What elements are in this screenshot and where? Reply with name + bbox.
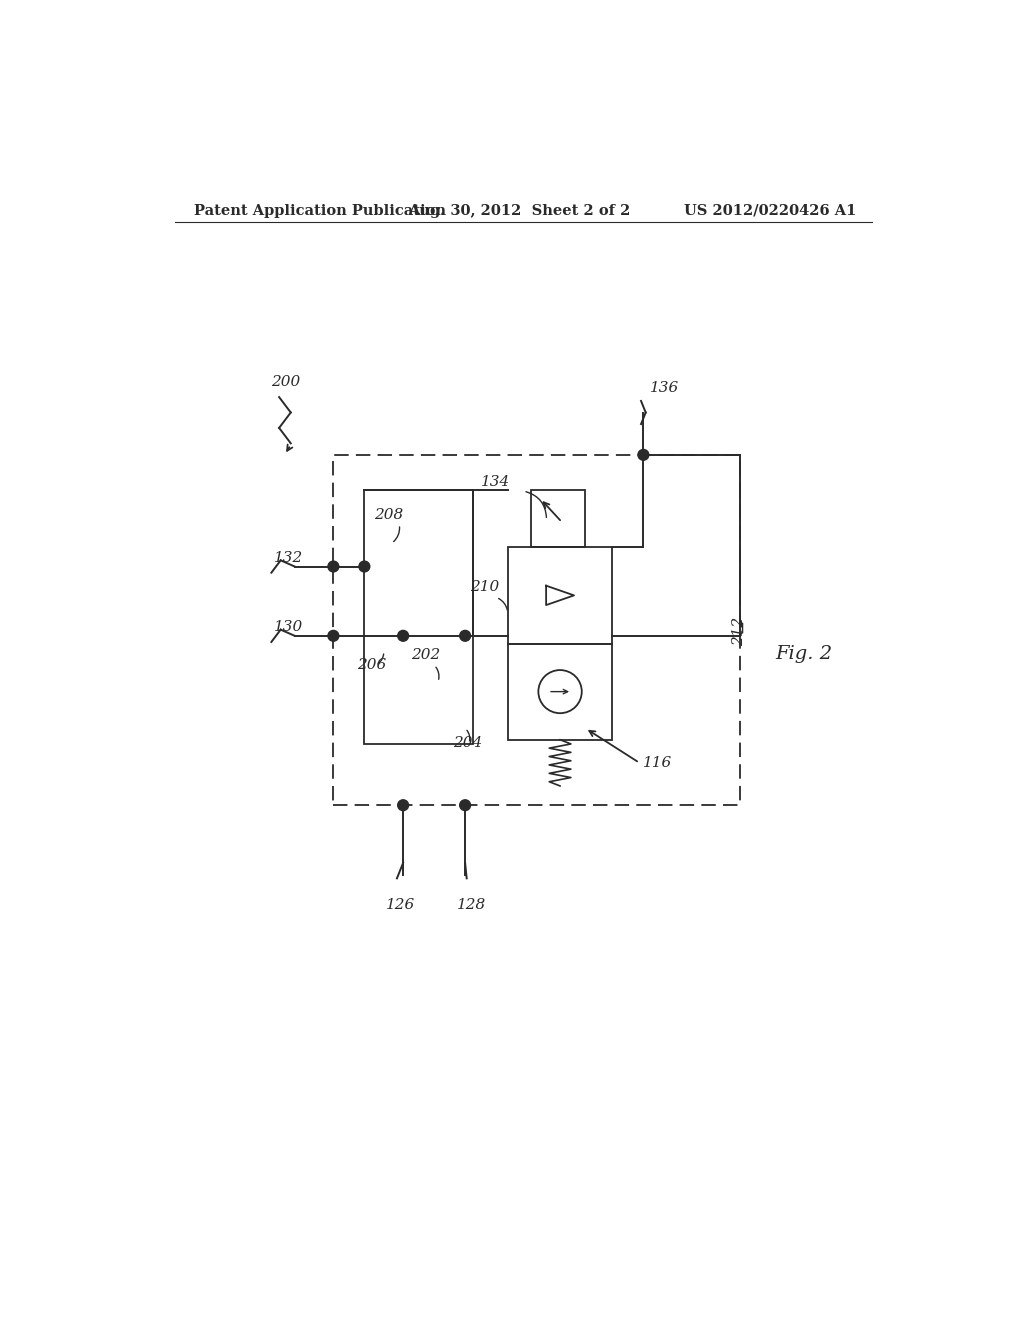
Circle shape: [397, 631, 409, 642]
Bar: [531, 490, 586, 548]
Circle shape: [638, 450, 649, 461]
Text: Fig. 2: Fig. 2: [775, 645, 833, 663]
Bar: [365, 490, 473, 743]
Bar: [334, 455, 740, 805]
FancyArrowPatch shape: [393, 527, 399, 541]
Text: 202: 202: [411, 648, 440, 661]
Circle shape: [460, 631, 471, 642]
Text: 134: 134: [480, 475, 510, 488]
Bar: [508, 548, 612, 739]
FancyArrowPatch shape: [378, 653, 384, 664]
Text: 204: 204: [454, 737, 482, 751]
Text: 128: 128: [458, 898, 486, 912]
Text: 206: 206: [356, 657, 386, 672]
Text: US 2012/0220426 A1: US 2012/0220426 A1: [684, 203, 857, 218]
FancyArrowPatch shape: [526, 492, 547, 517]
Circle shape: [397, 800, 409, 810]
Circle shape: [328, 561, 339, 572]
FancyArrowPatch shape: [436, 667, 439, 680]
Text: 212: 212: [732, 618, 746, 647]
FancyArrowPatch shape: [499, 598, 507, 610]
Text: Patent Application Publication: Patent Application Publication: [194, 203, 445, 218]
Text: 126: 126: [386, 898, 416, 912]
Text: 200: 200: [271, 375, 301, 388]
FancyArrowPatch shape: [467, 730, 470, 741]
Text: 136: 136: [649, 380, 679, 395]
Text: 210: 210: [471, 581, 500, 594]
Circle shape: [359, 561, 370, 572]
Text: Aug. 30, 2012  Sheet 2 of 2: Aug. 30, 2012 Sheet 2 of 2: [409, 203, 631, 218]
Text: 116: 116: [643, 755, 673, 770]
Circle shape: [460, 800, 471, 810]
Circle shape: [328, 631, 339, 642]
Text: 208: 208: [375, 508, 403, 521]
Text: 130: 130: [273, 620, 303, 634]
Text: 132: 132: [273, 550, 303, 565]
